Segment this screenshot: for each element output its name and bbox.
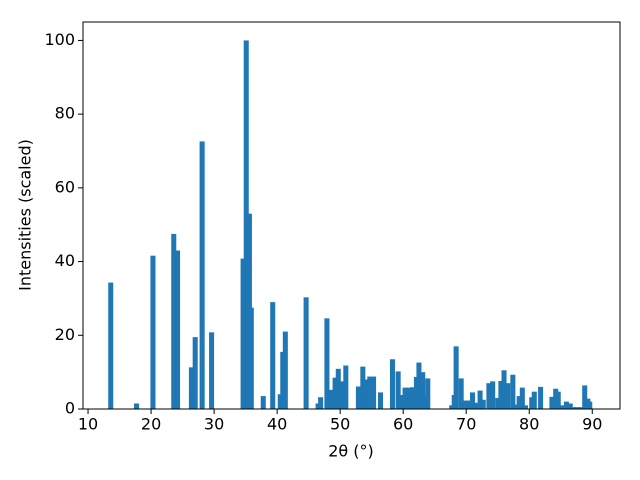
bar: [332, 377, 338, 409]
bar: [510, 374, 516, 409]
bar: [260, 396, 266, 409]
x-axis-label: 2θ (°): [328, 442, 374, 461]
bar: [108, 282, 114, 409]
bar: [549, 396, 555, 409]
bar: [209, 332, 215, 409]
bar: [538, 386, 544, 409]
bar: [505, 383, 511, 409]
bar: [469, 392, 476, 409]
bar: [355, 386, 361, 409]
bar: [477, 390, 483, 409]
bar: [175, 250, 181, 409]
bar: [574, 407, 580, 409]
x-tick-label: 20: [141, 415, 161, 434]
bar: [410, 387, 416, 409]
bar: [303, 297, 309, 409]
x-tick-label: 30: [204, 415, 224, 434]
bar: [578, 407, 584, 409]
bar: [389, 359, 395, 409]
bar: [188, 367, 194, 409]
bar: [458, 378, 464, 409]
bar: [377, 392, 384, 409]
bar: [134, 403, 140, 409]
bar: [398, 394, 404, 409]
bar: [582, 385, 588, 409]
bar: [555, 391, 561, 409]
bar: [490, 381, 496, 409]
bar: [570, 407, 576, 409]
x-tick-label: 90: [582, 415, 602, 434]
bar: [422, 396, 428, 409]
bar: [516, 396, 522, 409]
bar: [473, 402, 479, 409]
bar: [466, 400, 472, 409]
bar: [328, 389, 334, 409]
bar: [480, 399, 486, 409]
plot-frame: [82, 21, 621, 410]
bar: [367, 376, 373, 409]
bar: [587, 401, 593, 409]
bar: [150, 255, 156, 409]
x-tick-label: 50: [330, 415, 350, 434]
x-tick-label: 40: [267, 415, 287, 434]
y-tick-label: 100: [44, 30, 75, 49]
bar: [343, 365, 349, 409]
y-tick-label: 80: [55, 104, 75, 123]
y-tick-label: 20: [55, 325, 75, 344]
bar: [522, 405, 528, 409]
bar: [420, 372, 426, 409]
bar: [531, 391, 537, 409]
bar: [324, 318, 330, 409]
y-tick-label: 0: [65, 399, 75, 418]
bar: [453, 346, 459, 409]
bar: [519, 387, 525, 409]
bar: [243, 40, 249, 410]
x-tick-label: 70: [456, 415, 476, 434]
y-axis-label: Intensities (scaled): [16, 139, 35, 291]
bar: [406, 387, 412, 409]
bar: [282, 331, 288, 409]
y-tick-label: 60: [55, 177, 75, 196]
bar: [371, 376, 377, 409]
bar: [171, 233, 177, 409]
bar: [335, 368, 341, 409]
x-tick-label: 60: [393, 415, 413, 434]
bar: [462, 400, 468, 409]
x-tick-label: 10: [78, 415, 98, 434]
bar: [425, 378, 431, 409]
bar: [563, 401, 569, 409]
bar: [498, 380, 504, 409]
bar: [501, 370, 507, 409]
bar: [199, 141, 205, 409]
bar: [363, 379, 369, 409]
bar: [567, 403, 573, 409]
y-tick-label: 40: [55, 251, 75, 270]
bar: [360, 366, 366, 409]
bar: [339, 381, 345, 409]
bar: [416, 362, 422, 409]
bar: [318, 397, 324, 409]
bar: [248, 307, 254, 409]
x-tick-label: 80: [519, 415, 539, 434]
bar: [192, 337, 198, 409]
bar: [395, 371, 401, 409]
bar: [402, 387, 408, 409]
bar: [486, 383, 492, 409]
bar: [495, 397, 501, 409]
bar: [270, 302, 276, 409]
bar: [559, 405, 565, 409]
bar: [240, 258, 246, 409]
